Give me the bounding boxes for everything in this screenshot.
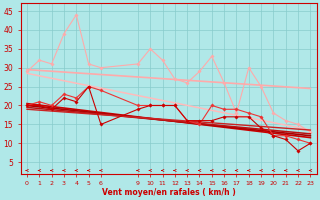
X-axis label: Vent moyen/en rafales ( km/h ): Vent moyen/en rafales ( km/h ): [102, 188, 236, 197]
